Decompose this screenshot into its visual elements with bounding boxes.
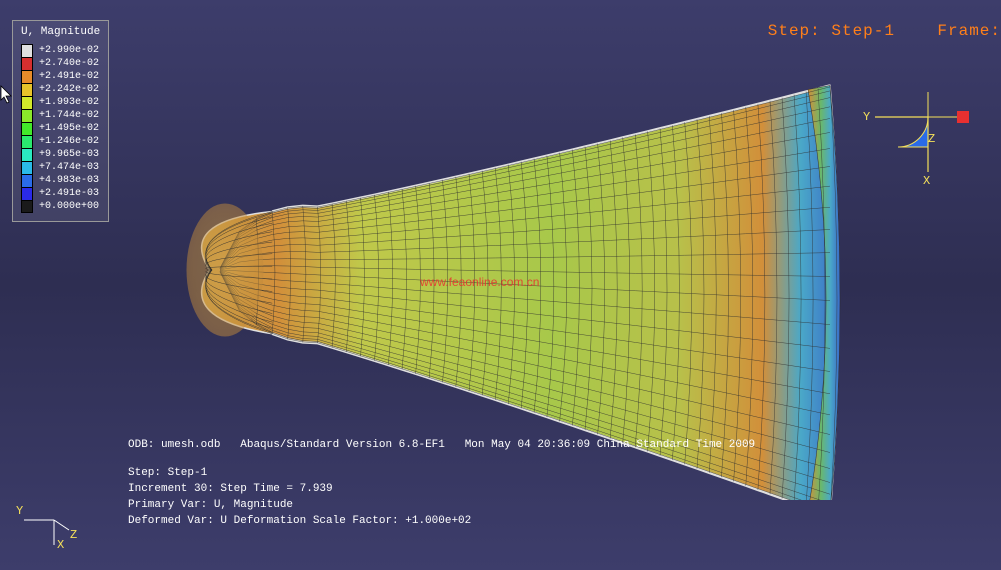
step-frame-info: Step: Step-1 Frame: (747, 4, 1001, 40)
footer-primary-var: Primary Var: U, Magnitude (128, 498, 755, 514)
legend-value: +1.495e-02 (39, 123, 99, 134)
watermark: www.feaonline.com.cn (420, 275, 539, 289)
legend-title: U, Magnitude (21, 26, 100, 38)
legend: U, Magnitude +2.990e-02 +2.740e-02 +2.491e… (12, 20, 109, 222)
step-label: Step: (768, 22, 821, 40)
triad-marker (957, 111, 969, 123)
frame-label: Frame: (937, 22, 1001, 40)
triad-small-x-label: X (57, 538, 64, 550)
legend-value: +2.242e-02 (39, 84, 99, 95)
legend-row: +2.740e-02 (21, 57, 100, 70)
legend-row: +2.990e-02 (21, 44, 100, 57)
legend-items: +2.990e-02 +2.740e-02 +2.491e-02 +2.242e-02… (21, 44, 100, 213)
legend-swatch (21, 174, 33, 187)
legend-value: +1.993e-02 (39, 97, 99, 108)
legend-swatch (21, 200, 33, 213)
footer-odb-line: ODB: umesh.odb Abaqus/Standard Version 6… (128, 438, 755, 454)
triad-arc (898, 117, 928, 147)
legend-row: +2.242e-02 (21, 83, 100, 96)
legend-row: +2.491e-03 (21, 187, 100, 200)
legend-swatch (21, 96, 33, 109)
legend-value: +1.744e-02 (39, 110, 99, 121)
legend-swatch (21, 148, 33, 161)
cursor-icon (0, 85, 14, 105)
legend-value: +2.990e-02 (39, 45, 99, 56)
triad-x-label: X (923, 174, 930, 188)
legend-swatch (21, 44, 33, 57)
footer-increment: Increment 30: Step Time = 7.939 (128, 482, 755, 498)
legend-swatch (21, 70, 33, 83)
legend-swatch (21, 161, 33, 174)
footer-deformed-var: Deformed Var: U Deformation Scale Factor… (128, 514, 755, 530)
triad-small-y-label: Y (16, 504, 23, 518)
footer-step: Step: Step-1 (128, 466, 755, 482)
legend-value: +4.983e-03 (39, 175, 99, 186)
legend-value: +2.491e-02 (39, 71, 99, 82)
legend-row: +1.495e-02 (21, 122, 100, 135)
triad-z-label: Z (928, 132, 935, 146)
legend-value: +2.740e-02 (39, 58, 99, 69)
triad-small-z-label: Z (70, 528, 77, 542)
footer-info: ODB: umesh.odb Abaqus/Standard Version 6… (128, 438, 755, 530)
triad-small-z (54, 520, 69, 530)
legend-row: +2.491e-02 (21, 70, 100, 83)
legend-row: +0.000e+00 (21, 200, 100, 213)
legend-value: +2.491e-03 (39, 188, 99, 199)
legend-value: +9.965e-03 (39, 149, 99, 160)
step-value: Step-1 (831, 22, 895, 40)
legend-swatch (21, 57, 33, 70)
legend-value: +1.246e-02 (39, 136, 99, 147)
legend-swatch (21, 83, 33, 96)
legend-swatch (21, 187, 33, 200)
legend-swatch (21, 135, 33, 148)
legend-row: +1.246e-02 (21, 135, 100, 148)
legend-row: +7.474e-03 (21, 161, 100, 174)
legend-row: +1.993e-02 (21, 96, 100, 109)
legend-swatch (21, 122, 33, 135)
triad-small: Y X Z (14, 490, 94, 550)
legend-value: +7.474e-03 (39, 162, 99, 173)
legend-row: +1.744e-02 (21, 109, 100, 122)
legend-row: +9.965e-03 (21, 148, 100, 161)
mesh-viewport[interactable] (150, 40, 870, 500)
legend-swatch (21, 109, 33, 122)
legend-value: +0.000e+00 (39, 201, 99, 212)
legend-row: +4.983e-03 (21, 174, 100, 187)
